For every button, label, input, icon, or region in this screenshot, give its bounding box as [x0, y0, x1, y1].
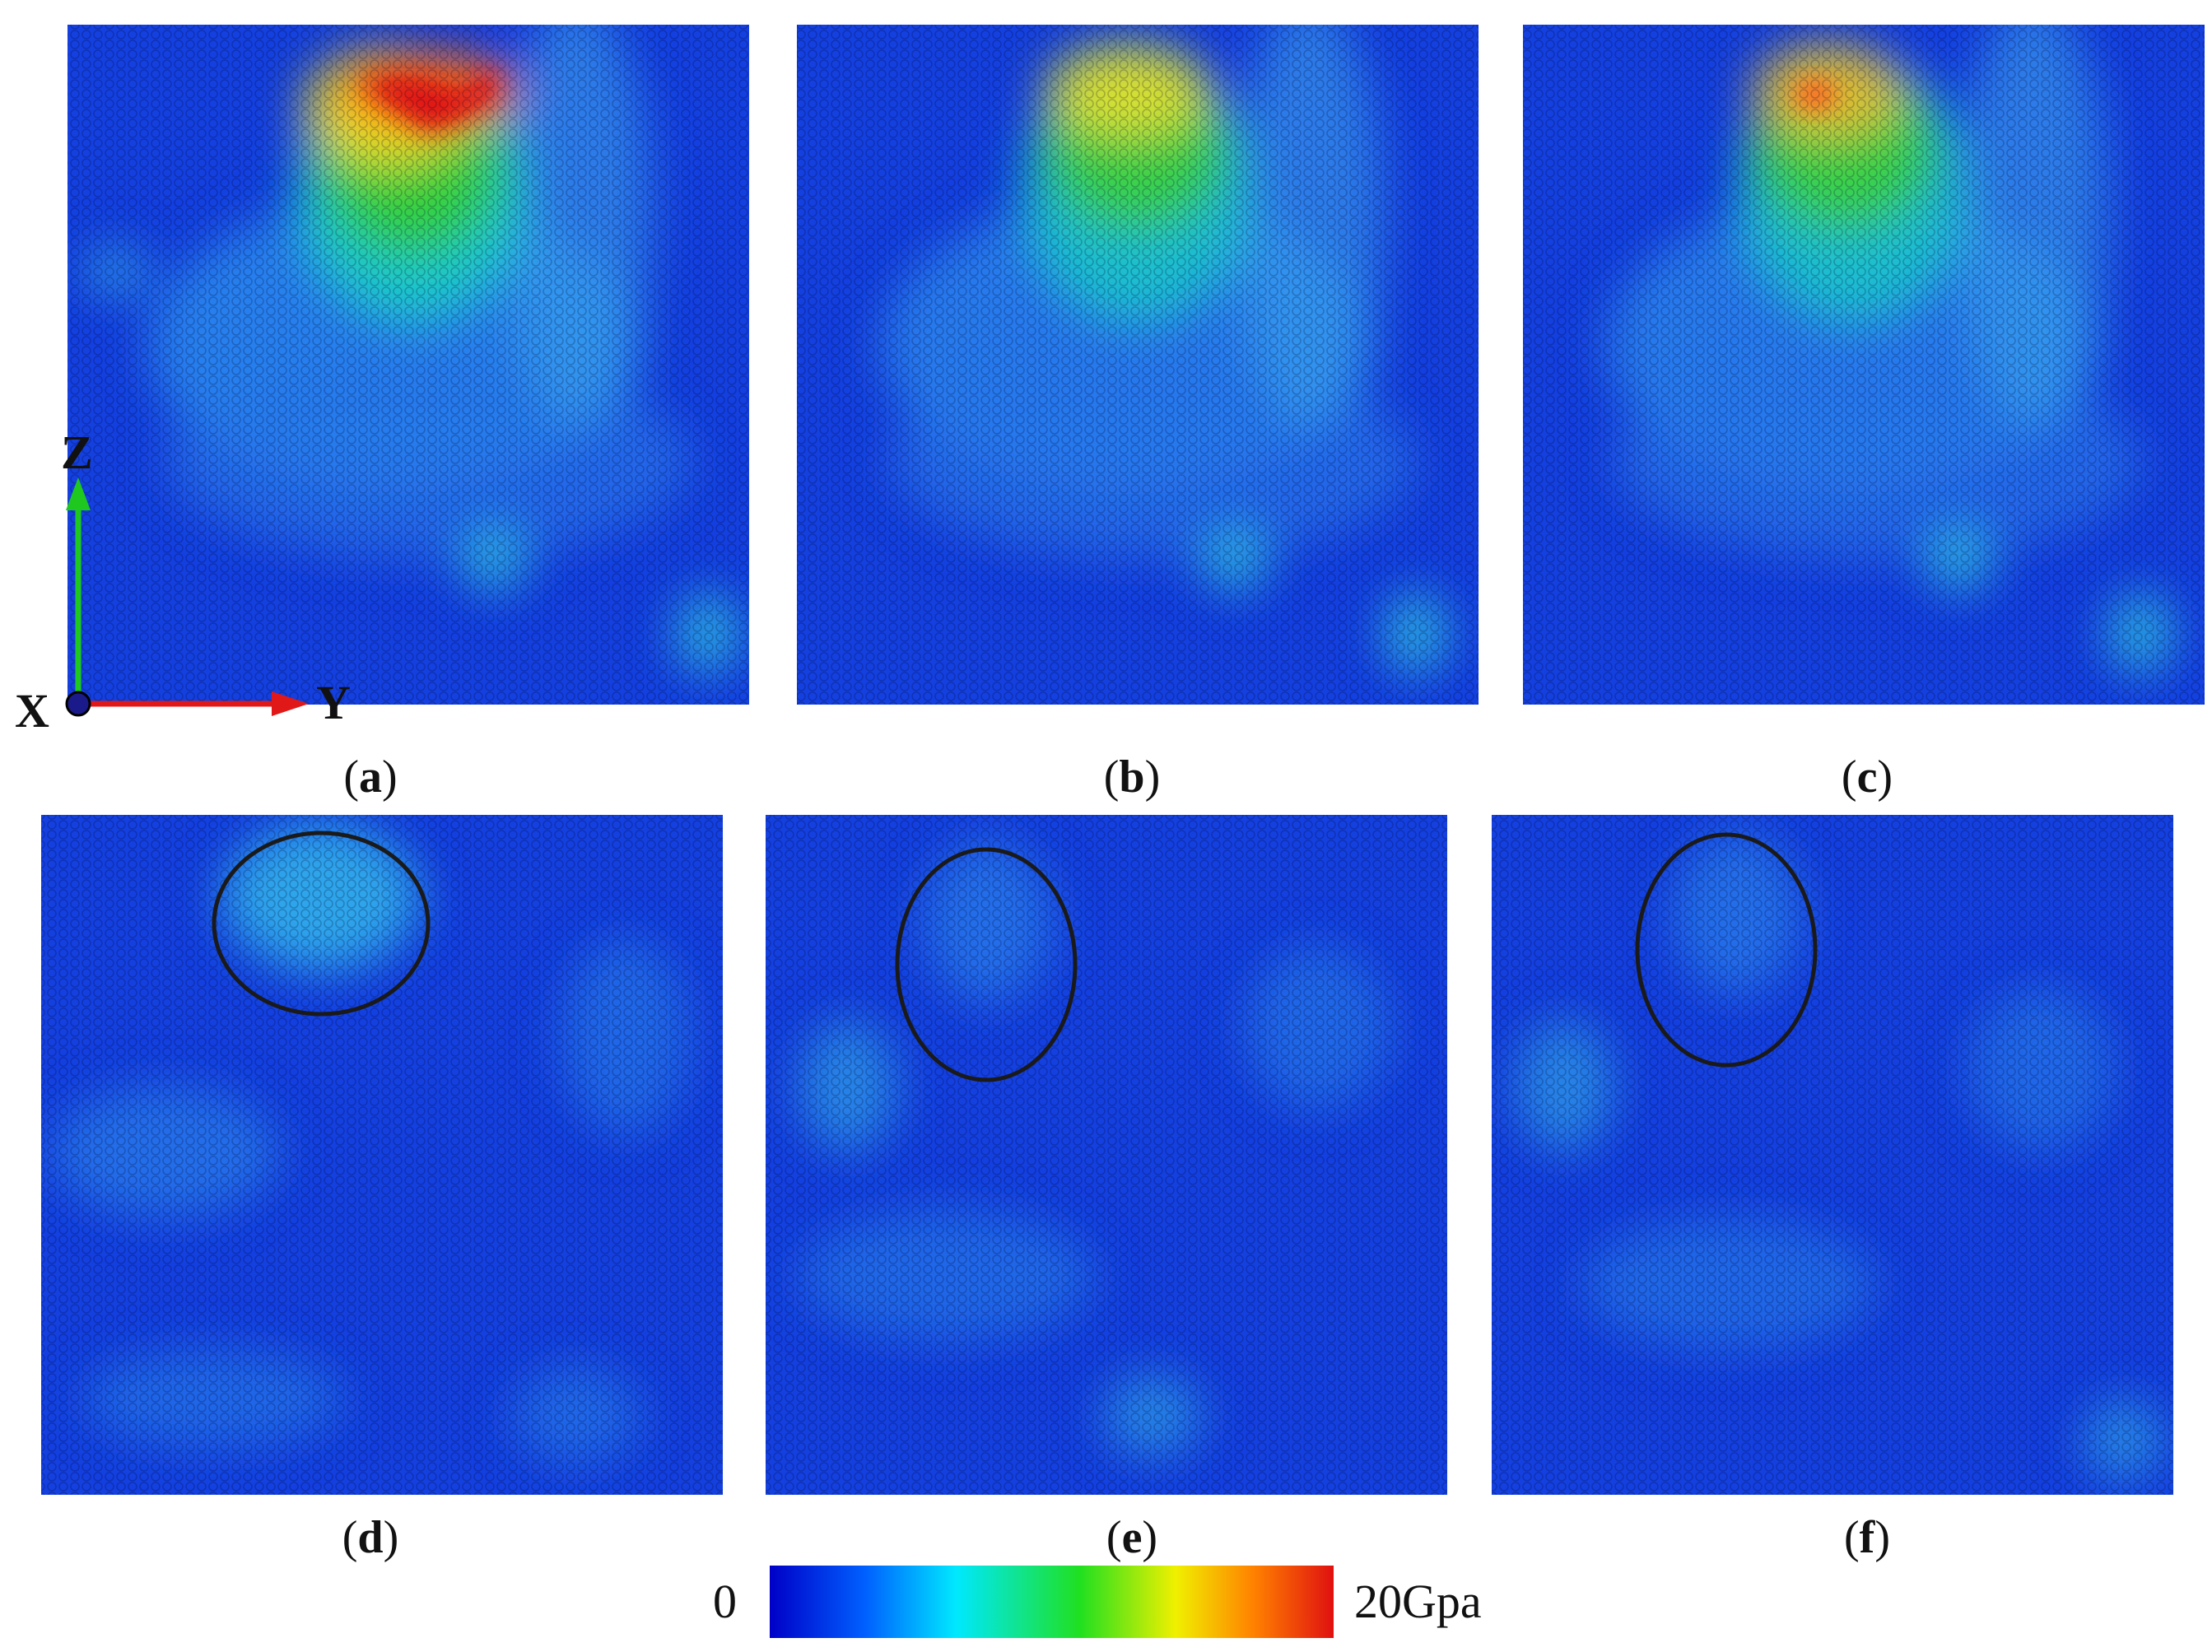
z-axis-arrow: [66, 477, 91, 510]
panel-f: [1492, 815, 2173, 1495]
panel-label-f: (f): [1844, 1512, 1890, 1563]
panel-c: [1523, 25, 2205, 705]
panel-label-c: (c): [1841, 752, 1893, 803]
y-axis-arrow: [272, 691, 309, 716]
panel-label-d: (d): [342, 1512, 399, 1563]
panel-d: [41, 815, 723, 1495]
x-axis-dot: [65, 691, 91, 717]
panel-label-a: (a): [343, 752, 398, 803]
highlight-ellipse-e: [895, 847, 1078, 1082]
colorbar-min-label: 0: [713, 1575, 737, 1628]
highlight-ellipse-f: [1635, 832, 1818, 1068]
colorbar-max-label: 20Gpa: [1354, 1575, 1482, 1628]
highlight-ellipse-d: [212, 831, 431, 1017]
panel-label-e: (e): [1106, 1512, 1158, 1563]
colorbar: [770, 1566, 1334, 1638]
panel-a: [68, 25, 749, 705]
y-axis-label: Y: [316, 676, 351, 729]
axis-triad: [65, 477, 309, 717]
panel-label-b: (b): [1103, 752, 1161, 803]
panel-b: [797, 25, 1479, 705]
z-axis-label: Z: [61, 426, 93, 479]
x-axis-label: X: [15, 684, 49, 738]
panel-e: [766, 815, 1447, 1495]
